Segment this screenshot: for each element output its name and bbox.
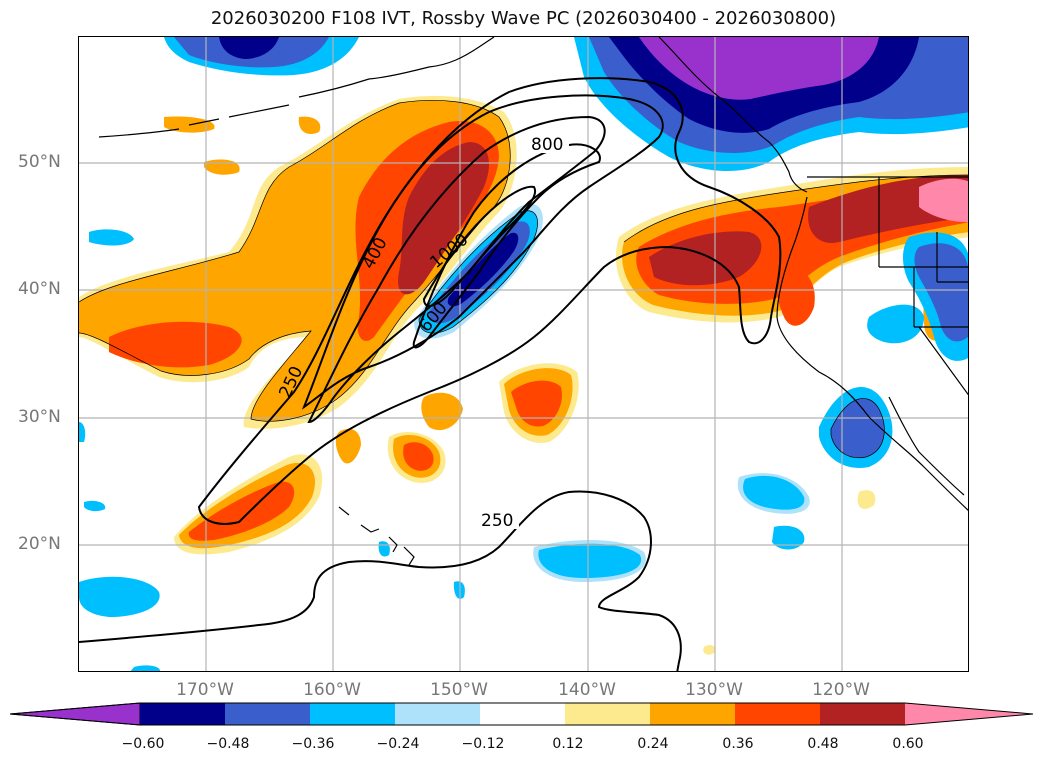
warm-band-east-pink bbox=[919, 178, 968, 222]
negative-anomaly-shading bbox=[79, 37, 968, 671]
lat-label-20n: 20°N bbox=[18, 534, 61, 554]
colorbar bbox=[10, 702, 1034, 726]
map-canvas: 800 400 1000 600 250 250 bbox=[79, 37, 968, 671]
state-borders bbox=[807, 176, 968, 396]
colorbar-segment bbox=[565, 703, 650, 725]
british-columbia-coast bbox=[658, 37, 808, 193]
colorbar-segment bbox=[225, 703, 310, 725]
ivt-contour-600 bbox=[307, 115, 606, 424]
lon-label-130w: 130°W bbox=[685, 680, 743, 700]
colorbar-segment bbox=[650, 703, 735, 725]
map-title: 2026030200 F108 IVT, Rossby Wave PC (202… bbox=[210, 8, 837, 29]
colorbar-segment bbox=[480, 703, 565, 725]
colorbar-tick-label: 0.60 bbox=[892, 736, 924, 752]
colorbar-tick-label: −0.60 bbox=[121, 736, 165, 752]
coastlines bbox=[98, 37, 968, 566]
colorbar-tick-label: 0.24 bbox=[637, 736, 669, 752]
positive-anomaly-shading bbox=[79, 95, 968, 655]
baja-coast bbox=[888, 396, 965, 496]
ivt-contour-1000 bbox=[422, 185, 537, 307]
us-west-coast bbox=[776, 196, 968, 511]
ivt-contour-800 bbox=[412, 143, 601, 349]
map-panel: 800 400 1000 600 250 250 bbox=[78, 36, 969, 672]
ivt-contour-400 bbox=[301, 94, 664, 410]
colorbar-extend-high bbox=[905, 703, 1033, 725]
alaska-aleutian-coast bbox=[98, 37, 495, 138]
colorbar-segment bbox=[395, 703, 480, 725]
contour-label-250-south: 250 bbox=[481, 511, 513, 531]
colorbar-segment bbox=[140, 703, 225, 725]
lon-label-150w: 150°W bbox=[430, 680, 488, 700]
lon-label-160w: 160°W bbox=[303, 680, 361, 700]
contour-label-800: 800 bbox=[531, 135, 563, 155]
warm-band-east-darkred bbox=[649, 231, 762, 286]
colorbar-segment bbox=[310, 703, 395, 725]
cool-region-north-purple bbox=[639, 37, 879, 100]
lat-label-40n: 40°N bbox=[18, 279, 61, 299]
colorbar-tick-label: −0.48 bbox=[206, 736, 250, 752]
colorbar-segment bbox=[820, 703, 905, 725]
lon-label-120w: 120°W bbox=[812, 680, 870, 700]
colorbar-outline bbox=[10, 702, 1034, 726]
colorbar-tick-label: −0.36 bbox=[291, 736, 335, 752]
colorbar-segment bbox=[735, 703, 820, 725]
lat-label-30n: 30°N bbox=[18, 407, 61, 427]
colorbar-tick-label: 0.36 bbox=[722, 736, 754, 752]
colorbar-tick-label: −0.12 bbox=[461, 736, 505, 752]
ivt-contours bbox=[79, 77, 782, 671]
colorbar-tick-label: 0.12 bbox=[552, 736, 584, 752]
colorbar-extend-low bbox=[10, 702, 141, 726]
warm-plume-darkred-core bbox=[398, 142, 489, 295]
colorbar-tick-label: −0.24 bbox=[376, 736, 420, 752]
lon-label-140w: 140°W bbox=[558, 680, 616, 700]
lon-label-170w: 170°W bbox=[176, 680, 234, 700]
lat-label-50n: 50°N bbox=[18, 152, 61, 172]
colorbar-tick-label: 0.48 bbox=[807, 736, 839, 752]
ivt-contour-250-south bbox=[79, 490, 682, 671]
hawaii-islands bbox=[338, 506, 415, 566]
